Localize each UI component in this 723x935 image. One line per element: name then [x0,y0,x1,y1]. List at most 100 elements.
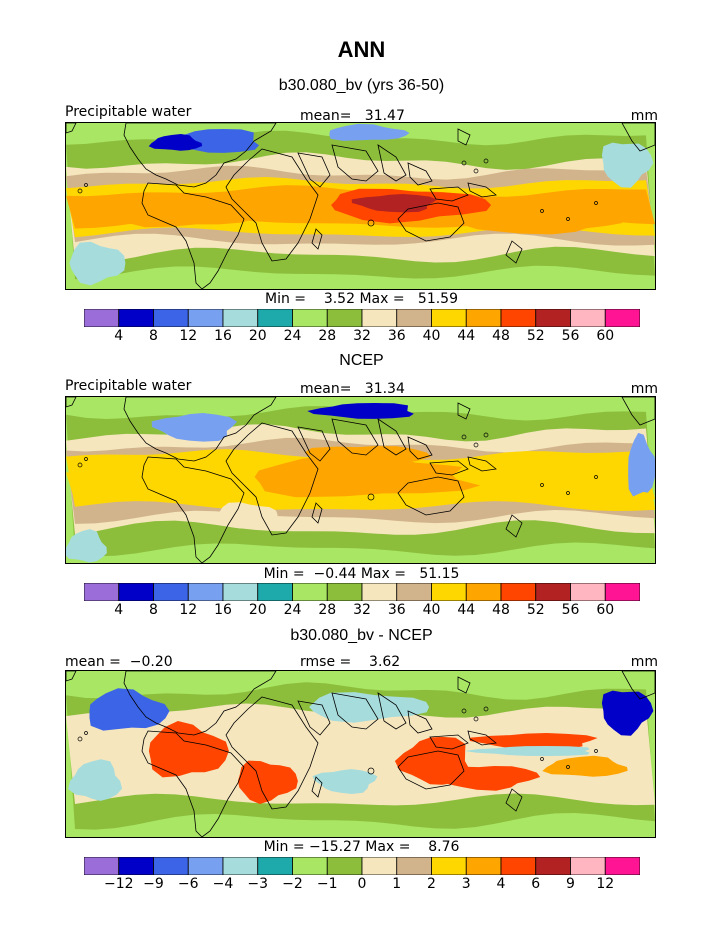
coastline [407,436,433,460]
colorbar-swatch [292,583,328,601]
field-contour [304,446,431,471]
coastline [397,476,465,516]
panel2-map [65,396,656,564]
coastline [377,418,407,456]
island-outline [367,219,375,227]
coastline [297,700,331,736]
colorbar-tick-label: 12 [179,602,198,618]
panel3-rmse-label: rmse = 3.62 [300,654,401,670]
field-contour [89,688,170,731]
panel1-title: b30.080_bv (yrs 36-50) [278,77,445,94]
coastline [407,710,433,734]
main-title: ANN [337,37,386,62]
colorbar-swatch [292,857,328,875]
colorbar-tick-label: 48 [492,328,510,344]
panel3-units-label: mm [630,654,658,670]
coastline [66,397,77,408]
island-outline [594,749,598,753]
colorbar-swatch [84,857,120,875]
coastline [311,776,323,798]
coastline [621,397,655,426]
coastline [467,456,497,472]
coastline [311,502,323,524]
colorbar-swatch [465,857,502,875]
colorbar-tick-label: 12 [596,876,615,892]
colorbar-swatch [604,583,640,601]
colorbar-tick-label: 28 [318,602,337,618]
island-outline [84,457,88,461]
island-outline [540,209,544,213]
colorbar-tick-label: 48 [492,602,510,618]
panel1-mean-label: mean= 31.47 [300,108,405,124]
panel2-map-svg [66,397,655,563]
colorbar-tick-label: −4 [212,876,234,892]
colorbar-swatch [187,583,224,601]
colorbar-swatch [326,583,363,601]
colorbar-tick-label: −6 [177,876,199,892]
field-contour [68,759,123,801]
colorbar-tick-label: 16 [214,602,232,618]
colorbar-tick-label: 8 [149,328,158,344]
colorbar-swatch [396,309,432,327]
coastline [141,182,245,289]
panel2-colorbar [84,583,640,601]
coastline [123,671,277,736]
colorbar-swatch [465,309,502,327]
coastline [457,402,471,420]
island-outline [566,217,570,221]
colorbar-swatch [465,583,502,601]
coastline [331,418,379,456]
island-outline [461,160,467,166]
coastline [429,186,469,202]
colorbar-swatch [535,583,571,601]
island-outline [566,491,570,495]
coastline [66,671,77,682]
island-outline [473,442,479,448]
colorbar-swatch [118,309,154,327]
colorbar-tick-label: 20 [248,602,267,618]
coastline [225,696,319,810]
coastline [397,750,465,790]
field-contour [469,733,598,750]
colorbar-swatch [361,857,398,875]
coastline [377,144,407,182]
island-outline [461,708,467,714]
colorbar-swatch [396,857,432,875]
field-contour [542,755,628,777]
panel1-map [65,122,656,290]
colorbar-swatch [604,857,640,875]
colorbar-tick-label: −2 [282,876,303,892]
field-contour [464,746,590,756]
colorbar-swatch [500,857,537,875]
field-contour [452,460,653,492]
island-outline [461,434,467,440]
field-contour [601,690,654,736]
coastline [225,422,319,536]
island-outline [367,493,375,501]
colorbar-swatch [118,583,154,601]
colorbar-tick-label: 20 [248,328,267,344]
coastline [397,202,465,242]
island-outline [473,716,479,722]
colorbar-swatch [431,583,467,601]
panel2-mean-label: mean= 31.34 [300,381,405,397]
island-outline [483,158,489,164]
colorbar-swatch [570,309,606,327]
island-outline [540,483,544,487]
coastline [505,788,523,812]
coastline [429,734,469,750]
colorbar-tick-label: 56 [561,602,580,618]
coastline [467,182,497,198]
colorbar-tick-label: 60 [596,328,615,344]
panel1-map-svg [66,123,655,289]
island-outline [594,475,598,479]
colorbar-swatch [222,309,259,327]
coastline [457,676,471,694]
panel1-units-label: mm [630,108,658,124]
colorbar-swatch [257,583,293,601]
island-outline [594,201,598,205]
panel2-minmax: Min = −0.44 Max = 51.15 [263,566,460,582]
coastline [457,128,471,146]
panel2-title: NCEP [339,352,384,369]
coastline [505,240,523,264]
